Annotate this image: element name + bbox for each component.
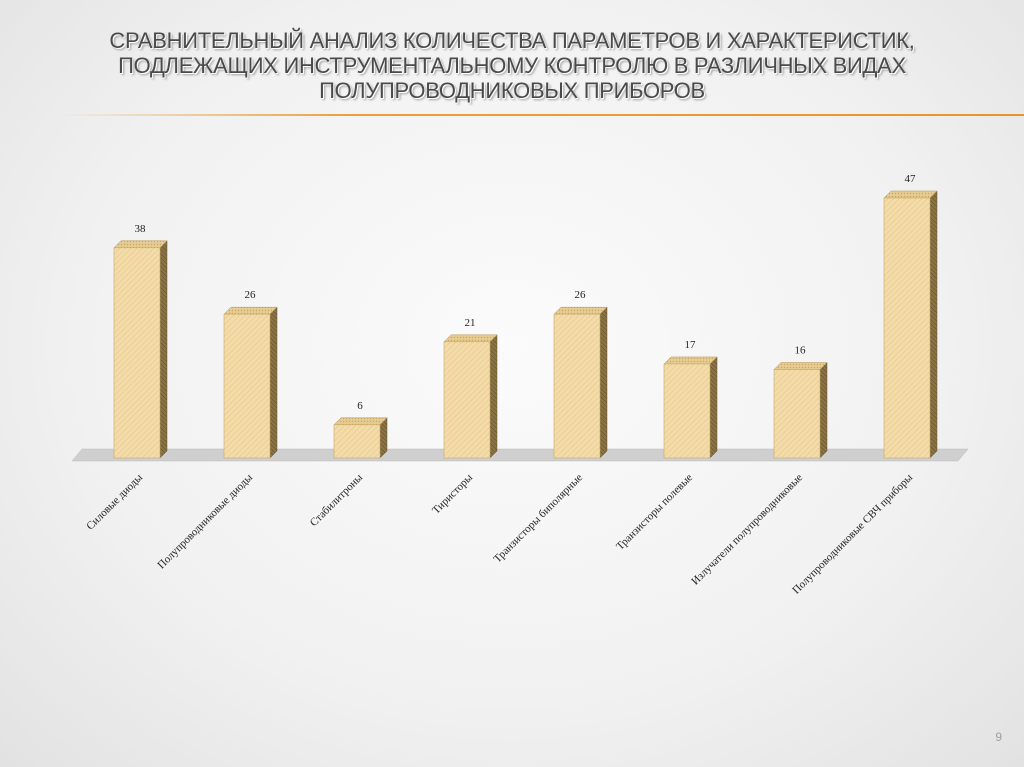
bar-front-8 [883, 197, 931, 459]
bar-1 [113, 240, 168, 459]
bar-side-7 [819, 361, 828, 459]
bar-5 [553, 306, 608, 459]
data-label: 38 [135, 223, 147, 235]
bar-top-4 [443, 334, 498, 343]
bar-6 [663, 356, 718, 459]
bar-top-3 [333, 417, 388, 426]
data-label: 26 [245, 289, 257, 301]
category-label: Стабилитроны [308, 471, 366, 529]
bar-top-6 [663, 356, 718, 365]
bar-front-5 [553, 313, 601, 459]
category-label: Полупроводниковые диоды [155, 471, 255, 571]
bar-front-2 [223, 313, 271, 459]
bar-top-1 [113, 240, 168, 249]
data-label: 17 [685, 339, 697, 351]
bar-side-2 [269, 306, 278, 459]
bar-side-6 [709, 356, 718, 459]
bar-side-5 [599, 306, 608, 459]
bar-7 [773, 361, 828, 459]
category-label: Силовые диоды [84, 471, 145, 532]
title-divider [60, 114, 1024, 116]
category-label: Излучатели полупроводниковые [689, 472, 805, 588]
category-labels-group: Силовые диоды Полупроводниковые диоды Стаб… [84, 471, 915, 596]
bar-side-8 [929, 190, 938, 459]
chart-floor [71, 448, 969, 462]
bar-side-1 [159, 240, 168, 459]
bar-3 [333, 417, 388, 459]
data-label: 16 [795, 344, 807, 356]
bars-group [113, 190, 938, 459]
bar-front-3 [333, 424, 381, 459]
bar-8 [883, 190, 938, 459]
slide-title: СРАВНИТЕЛЬНЫЙ АНАЛИЗ КОЛИЧЕСТВА ПАРАМЕТР… [109, 28, 915, 103]
data-labels-group: 38 26 6 21 26 17 16 47 [135, 173, 917, 412]
bar-side-4 [489, 334, 498, 459]
data-label: 6 [357, 400, 363, 412]
bar-top-5 [553, 306, 608, 315]
bar-front-1 [113, 247, 161, 459]
bar-front-6 [663, 363, 711, 459]
bar-top-8 [883, 190, 938, 199]
bar-top-2 [223, 306, 278, 315]
category-label: Транзисторы полевые [614, 472, 695, 553]
data-label: 26 [575, 289, 587, 301]
data-label: 21 [465, 317, 476, 329]
category-label: Тиристоры [430, 471, 475, 516]
bar-top-7 [773, 362, 828, 370]
category-label: Транзисторы биполярные [491, 472, 585, 566]
bar-front-4 [443, 341, 491, 459]
bar-4 [443, 334, 498, 459]
category-label: Полупроводниковые СВЧ приборы [790, 471, 915, 596]
bar-2 [223, 306, 278, 459]
data-label: 47 [905, 173, 917, 185]
bar-front-7 [773, 369, 821, 459]
page-number: 9 [995, 730, 1002, 744]
